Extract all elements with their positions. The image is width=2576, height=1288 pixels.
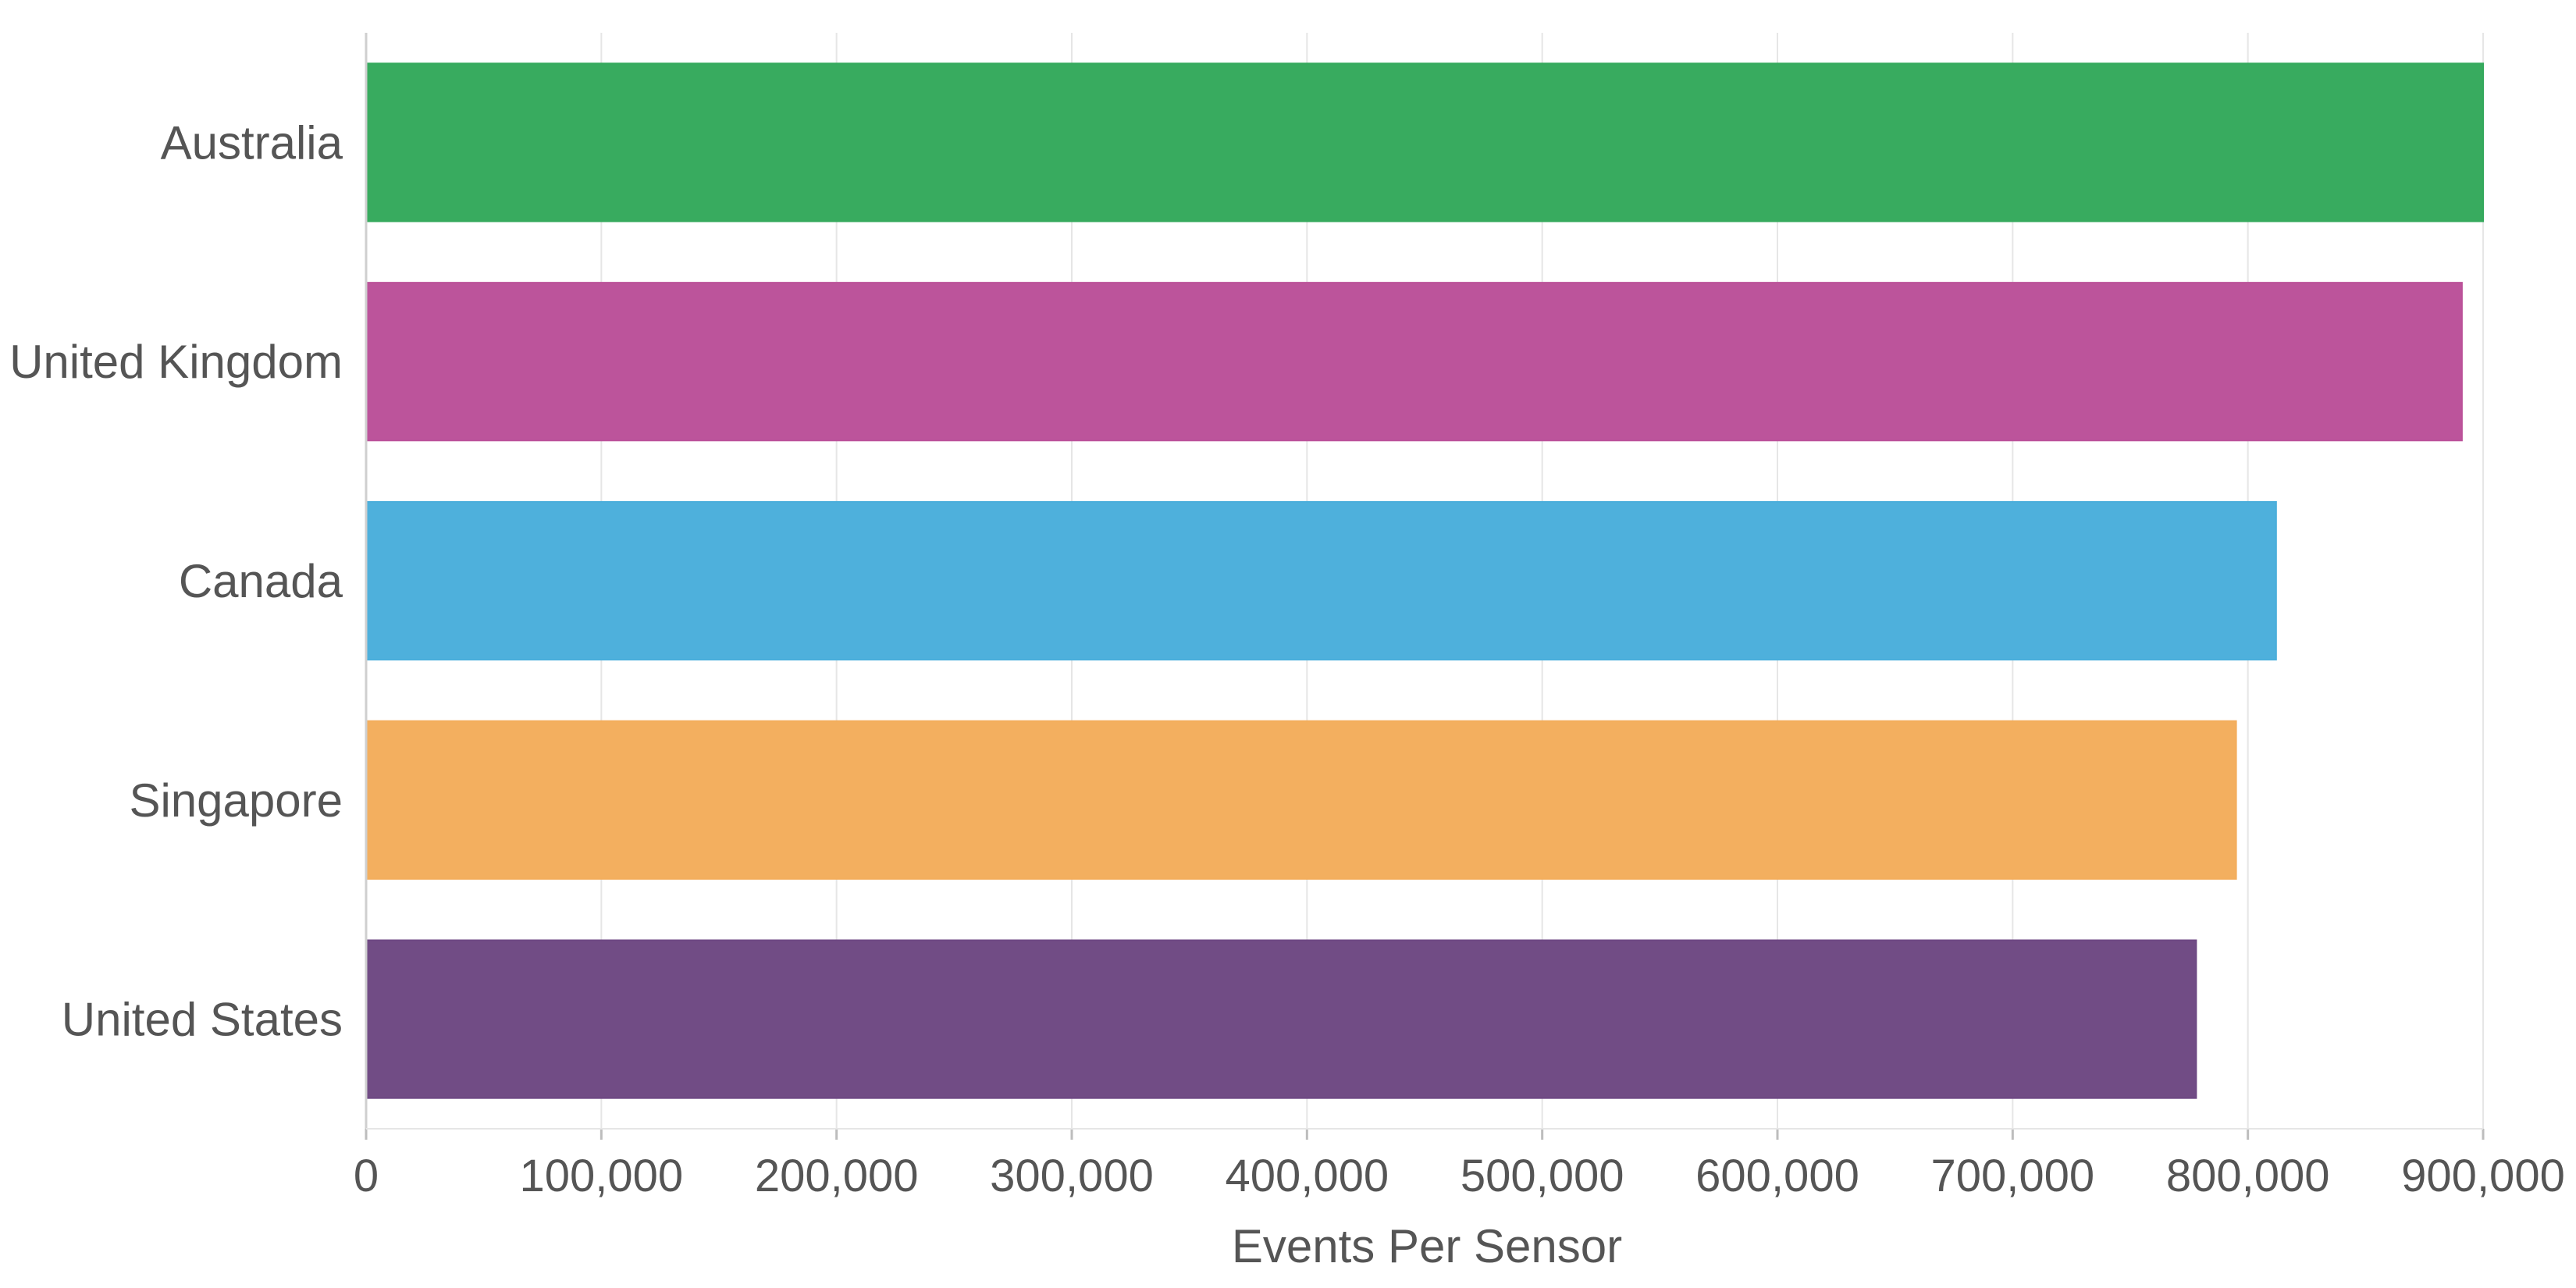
x-tick-label: 200,000 (755, 1151, 919, 1201)
x-tick-label: 600,000 (1695, 1151, 1859, 1201)
bar-singapore (365, 720, 2237, 880)
category-label: Canada (179, 555, 343, 607)
x-tick-label: 800,000 (2166, 1151, 2330, 1201)
bar-united-states (365, 939, 2197, 1099)
x-tick-label: 100,000 (520, 1151, 684, 1201)
x-tick-label: 700,000 (1931, 1151, 2095, 1201)
x-tick-label: 400,000 (1226, 1151, 1389, 1201)
x-tick-label: 500,000 (1461, 1151, 1624, 1201)
bars (365, 62, 2484, 1099)
x-tick-label: 300,000 (990, 1151, 1154, 1201)
category-label: Singapore (129, 774, 343, 827)
axes (365, 33, 2485, 1140)
category-label: United States (62, 994, 343, 1046)
category-label: Australia (161, 116, 343, 169)
bar-united-kingdom (365, 282, 2463, 442)
labels: 0 100,000 200,000 300,000 400,000 500,000 600,… (9, 116, 2565, 1201)
category-label: United Kingdom (9, 336, 343, 388)
bar-australia (365, 62, 2484, 222)
bar-canada (365, 500, 2277, 661)
x-tick-label: 900,000 (2401, 1151, 2565, 1201)
x-axis-title: Events Per Sensor (1232, 1220, 1622, 1272)
x-tick-label: 0 (354, 1151, 379, 1201)
